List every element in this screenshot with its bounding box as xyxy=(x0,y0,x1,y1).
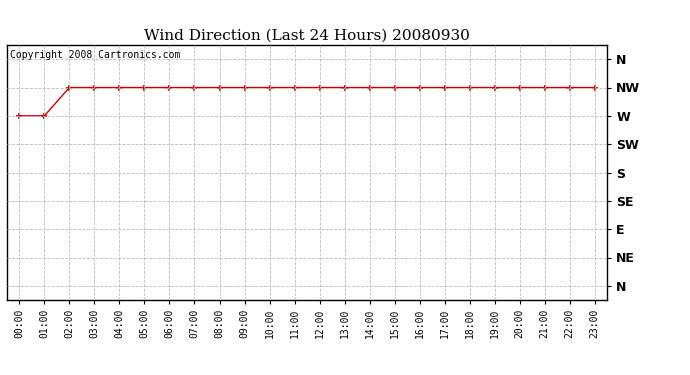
Title: Wind Direction (Last 24 Hours) 20080930: Wind Direction (Last 24 Hours) 20080930 xyxy=(144,28,470,42)
Text: Copyright 2008 Cartronics.com: Copyright 2008 Cartronics.com xyxy=(10,50,180,60)
